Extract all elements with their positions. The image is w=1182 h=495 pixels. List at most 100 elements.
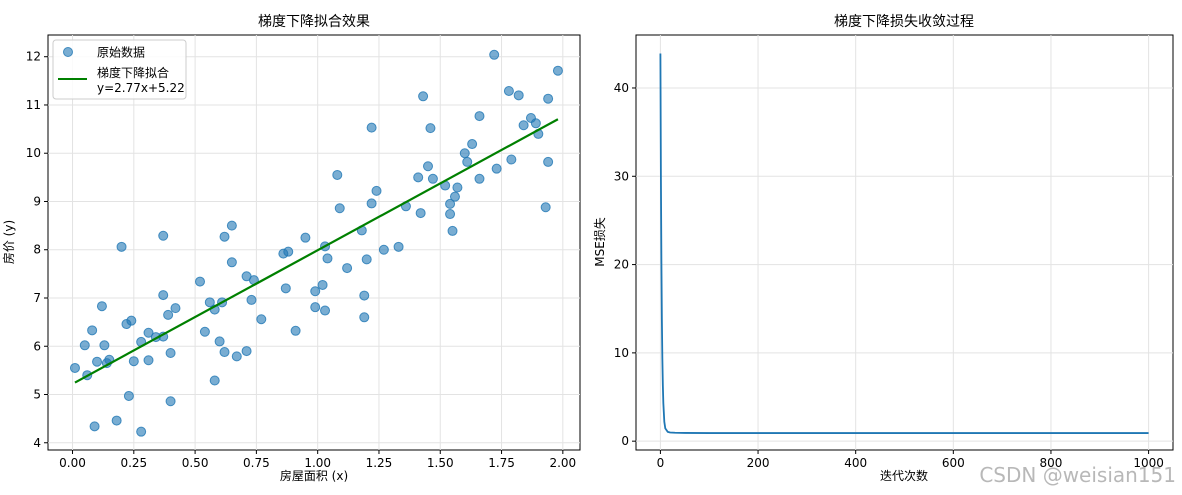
data-point (418, 91, 429, 102)
data-point (447, 225, 458, 236)
fit-y-tick-label: 10 (26, 146, 41, 160)
data-point (317, 279, 328, 290)
data-point (378, 244, 389, 255)
data-point (163, 309, 174, 320)
fit-y-tick-label: 12 (26, 50, 41, 64)
loss-y-tick-label: 10 (614, 346, 629, 360)
fit-chart: 0.00 0.25 0.50 0.75 1.00 1.25 1.50 1.75 2.00 4 5 6… (1, 14, 581, 483)
data-point (332, 169, 343, 180)
fit-x-tick-label: 1.75 (488, 456, 515, 470)
data-point (219, 231, 230, 242)
loss-chart: 0 200 400 600 800 1000 0 10 20 30 40 梯度下降损失收敛过程 迭… (592, 14, 1174, 483)
loss-y-axis-label: MSE损失 (592, 217, 607, 267)
loss-plot-frame (635, 34, 1174, 451)
data-point (366, 122, 377, 133)
loss-y-tick-label: 0 (621, 434, 629, 448)
fit-y-tick-label: 6 (33, 339, 41, 353)
fit-y-ticks: 4 5 6 7 8 9 10 11 12 (26, 50, 48, 450)
data-point (231, 351, 242, 362)
fit-scatter-points (69, 49, 563, 437)
data-point (489, 49, 500, 60)
fit-grid (48, 35, 580, 450)
legend-line-label-2: y=2.77x+5.22 (97, 81, 185, 95)
data-point (219, 347, 230, 358)
fit-x-tick-label: 2.00 (549, 456, 576, 470)
fit-y-tick-label: 8 (33, 243, 41, 257)
data-point (69, 362, 80, 373)
legend-line-label-1: 梯度下降拟合 (97, 65, 169, 80)
data-point (359, 290, 370, 301)
data-point (445, 209, 456, 220)
data-point (123, 390, 134, 401)
data-point (300, 232, 311, 243)
loss-x-tick-label: 800 (1040, 456, 1063, 470)
watermark: CSDN @weisian151 (979, 463, 1176, 487)
data-point (226, 257, 237, 268)
data-point (427, 173, 438, 184)
loss-x-ticks: 0 200 400 600 800 1000 (657, 450, 1164, 470)
data-point (322, 253, 333, 264)
data-point (530, 118, 541, 129)
fit-y-axis-label: 房价 (y) (1, 220, 16, 264)
fit-y-tick-label: 11 (26, 98, 41, 112)
data-point (199, 326, 210, 337)
fit-x-tick-label: 1.50 (427, 456, 454, 470)
data-point (79, 340, 90, 351)
data-point (99, 340, 110, 351)
data-point (491, 163, 502, 174)
data-point (209, 375, 220, 386)
data-point (334, 203, 345, 214)
loss-x-tick-label: 0 (657, 456, 665, 470)
loss-chart-title: 梯度下降损失收敛过程 (834, 14, 974, 30)
data-point (241, 346, 252, 357)
data-point (126, 315, 137, 326)
data-point (320, 305, 331, 316)
loss-x-tick-label: 1000 (1133, 456, 1164, 470)
data-point (310, 286, 321, 297)
fit-x-tick-label: 0.00 (59, 456, 86, 470)
fit-y-tick-label: 9 (33, 194, 41, 208)
data-point (92, 356, 103, 367)
data-point (506, 154, 517, 165)
data-point (246, 294, 257, 305)
data-point (165, 348, 176, 359)
loss-y-tick-label: 30 (614, 169, 629, 183)
data-point (540, 202, 551, 213)
data-point (158, 230, 169, 241)
data-point (158, 290, 169, 301)
data-point (425, 123, 436, 134)
data-point (290, 325, 301, 336)
fit-plot-frame (47, 34, 581, 451)
data-point (280, 283, 291, 294)
data-point (226, 220, 237, 231)
data-point (214, 336, 225, 347)
legend-scatter-marker (63, 47, 73, 57)
data-point (445, 198, 456, 209)
data-point (96, 301, 107, 312)
fit-x-axis-label: 房屋面积 (x) (280, 468, 348, 483)
data-point (371, 185, 382, 196)
loss-curve (659, 53, 1149, 434)
data-point (170, 303, 181, 314)
loss-x-axis-label: 迭代次数 (880, 468, 928, 483)
fit-line (74, 118, 559, 384)
fit-line-group (74, 118, 559, 384)
loss-y-ticks: 0 10 20 30 40 (614, 81, 636, 448)
data-point (359, 312, 370, 323)
data-point (413, 172, 424, 183)
fit-legend: 原始数据 梯度下降拟合 y=2.77x+5.22 (52, 39, 187, 100)
data-point (459, 148, 470, 159)
loss-x-tick-label: 600 (942, 456, 965, 470)
data-point (310, 302, 321, 313)
data-point (543, 156, 554, 167)
fit-x-ticks: 0.00 0.25 0.50 0.75 1.00 1.25 1.50 1.75 2.00 (59, 450, 576, 470)
fit-y-tick-label: 7 (33, 291, 41, 305)
data-point (366, 198, 377, 209)
data-point (467, 139, 478, 150)
data-point (283, 246, 294, 257)
data-point (503, 85, 514, 96)
data-point (342, 263, 353, 274)
data-point (111, 415, 122, 426)
fit-y-tick-label: 4 (33, 436, 41, 450)
